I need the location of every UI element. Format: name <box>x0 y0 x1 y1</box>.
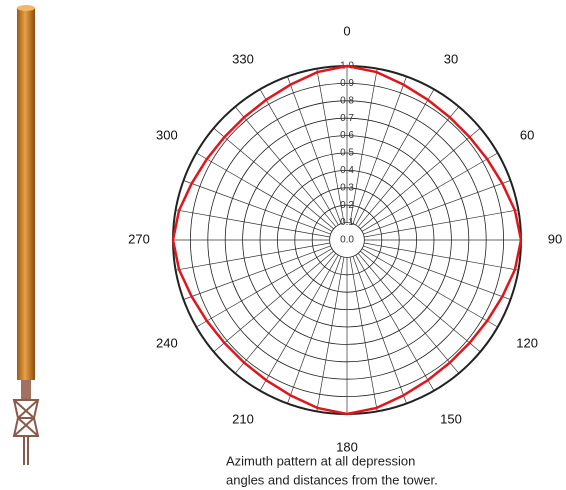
chart: 0.00.10.20.30.40.50.60.70.80.91.00306090… <box>0 0 566 490</box>
theta-tick-label: 300 <box>156 127 178 142</box>
spoke <box>287 76 341 223</box>
theta-tick-label: 90 <box>548 231 562 246</box>
spoke <box>350 69 377 223</box>
spoke <box>183 246 330 300</box>
spoke <box>183 180 330 234</box>
theta-tick-label: 30 <box>444 51 458 66</box>
caption-line: Azimuth pattern at all depression <box>226 453 415 468</box>
r-tick-label: 0.6 <box>340 130 354 141</box>
r-tick-label: 0.3 <box>340 182 354 193</box>
spoke <box>214 128 334 229</box>
theta-tick-label: 150 <box>440 412 462 427</box>
spoke <box>353 76 407 223</box>
tower-illustration <box>14 5 38 465</box>
spoke <box>235 107 336 227</box>
theta-tick-label: 210 <box>232 412 254 427</box>
r-tick-label: 0.8 <box>340 95 354 106</box>
spoke <box>364 210 518 237</box>
r-tick-label: 0.0 <box>340 235 354 246</box>
r-tick-label: 0.5 <box>340 148 354 159</box>
theta-tick-label: 120 <box>516 335 538 350</box>
spoke <box>363 246 510 300</box>
theta-tick-label: 240 <box>156 335 178 350</box>
theta-tick-label: 60 <box>520 127 534 142</box>
spoke <box>353 256 407 403</box>
spoke <box>214 251 334 352</box>
spoke <box>358 253 459 373</box>
r-tick-label: 0.4 <box>340 165 354 176</box>
spoke <box>363 180 510 234</box>
spoke <box>176 210 330 237</box>
theta-tick-label: 0 <box>343 23 350 38</box>
polar-plot: 0.00.10.20.30.40.50.60.70.80.91.00306090… <box>128 23 562 454</box>
spoke <box>364 243 518 270</box>
theta-tick-label: 270 <box>128 231 150 246</box>
page: {"chart_data": {"type": "polar", "theta"… <box>0 0 566 490</box>
r-tick-label: 0.1 <box>340 217 354 228</box>
spoke <box>287 256 341 403</box>
spoke <box>350 257 377 411</box>
spoke <box>235 253 336 373</box>
spoke <box>360 251 480 352</box>
spoke <box>317 257 344 411</box>
r-tick-label: 0.9 <box>340 78 354 89</box>
spoke <box>358 107 459 227</box>
caption-line: angles and distances from the tower. <box>226 472 438 487</box>
r-tick-label: 0.7 <box>340 113 354 124</box>
spoke <box>360 128 480 229</box>
r-tick-label: 0.2 <box>340 200 354 211</box>
theta-tick-label: 180 <box>336 439 358 454</box>
theta-tick-label: 330 <box>232 51 254 66</box>
spoke <box>176 243 330 270</box>
